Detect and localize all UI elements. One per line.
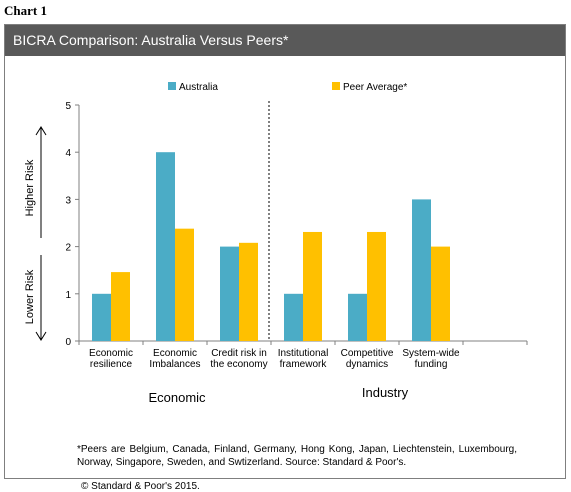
chart-title: BICRA Comparison: Australia Versus Peers… <box>5 25 565 56</box>
x-category-label: resilience <box>90 359 133 370</box>
x-category-label: Credit risk in <box>211 348 267 359</box>
x-category-label: framework <box>280 359 328 370</box>
bar-chart: 012345EconomicresilienceEconomicImbalanc… <box>24 82 528 405</box>
y-tick-label: 2 <box>65 243 71 254</box>
bar-peer-average-1 <box>175 228 194 341</box>
x-category-label: Imbalances <box>149 359 200 370</box>
chart-frame: BICRA Comparison: Australia Versus Peers… <box>4 24 566 492</box>
bar-australia-0 <box>92 293 111 341</box>
footnote: *Peers are Belgium, Canada, Finland, Ger… <box>77 444 517 468</box>
bar-peer-average-5 <box>431 246 450 341</box>
y-tick-label: 3 <box>65 195 71 206</box>
x-category-label: System-wide <box>402 348 460 359</box>
legend-label: Australia <box>179 82 218 93</box>
x-category-label: dynamics <box>346 359 388 370</box>
y-tick-label: 4 <box>65 148 71 159</box>
legend-swatch <box>168 82 176 90</box>
bar-australia-1 <box>156 152 175 341</box>
x-category-label: funding <box>415 359 448 370</box>
bar-australia-5 <box>412 199 431 341</box>
copyright: © Standard & Poor's 2015. <box>81 481 200 492</box>
bar-peer-average-2 <box>239 242 258 341</box>
chart-label: Chart 1 <box>4 3 47 18</box>
group-label-economic: Economic <box>148 390 206 405</box>
group-label-industry: Industry <box>362 385 409 400</box>
x-category-label: the economy <box>210 359 267 370</box>
lower-risk-arrow-head <box>35 331 47 341</box>
side-label-lower-risk: Lower Risk <box>24 269 36 324</box>
y-tick-label: 5 <box>65 101 71 112</box>
bar-peer-average-0 <box>111 272 130 341</box>
bar-australia-3 <box>284 293 303 341</box>
bar-peer-average-3 <box>303 231 322 341</box>
bar-peer-average-4 <box>367 231 386 341</box>
side-label-higher-risk: Higher Risk <box>24 159 36 216</box>
y-tick-label: 1 <box>65 290 71 301</box>
legend-label: Peer Average* <box>343 82 407 93</box>
x-category-label: Institutional <box>278 348 329 359</box>
bar-australia-4 <box>348 293 367 341</box>
legend-swatch <box>332 82 340 90</box>
bar-australia-2 <box>220 246 239 341</box>
x-category-label: Competitive <box>341 348 394 359</box>
higher-risk-arrow-head <box>35 126 47 136</box>
y-tick-label: 0 <box>65 337 71 348</box>
x-category-label: Economic <box>89 348 133 359</box>
x-category-label: Economic <box>153 348 197 359</box>
